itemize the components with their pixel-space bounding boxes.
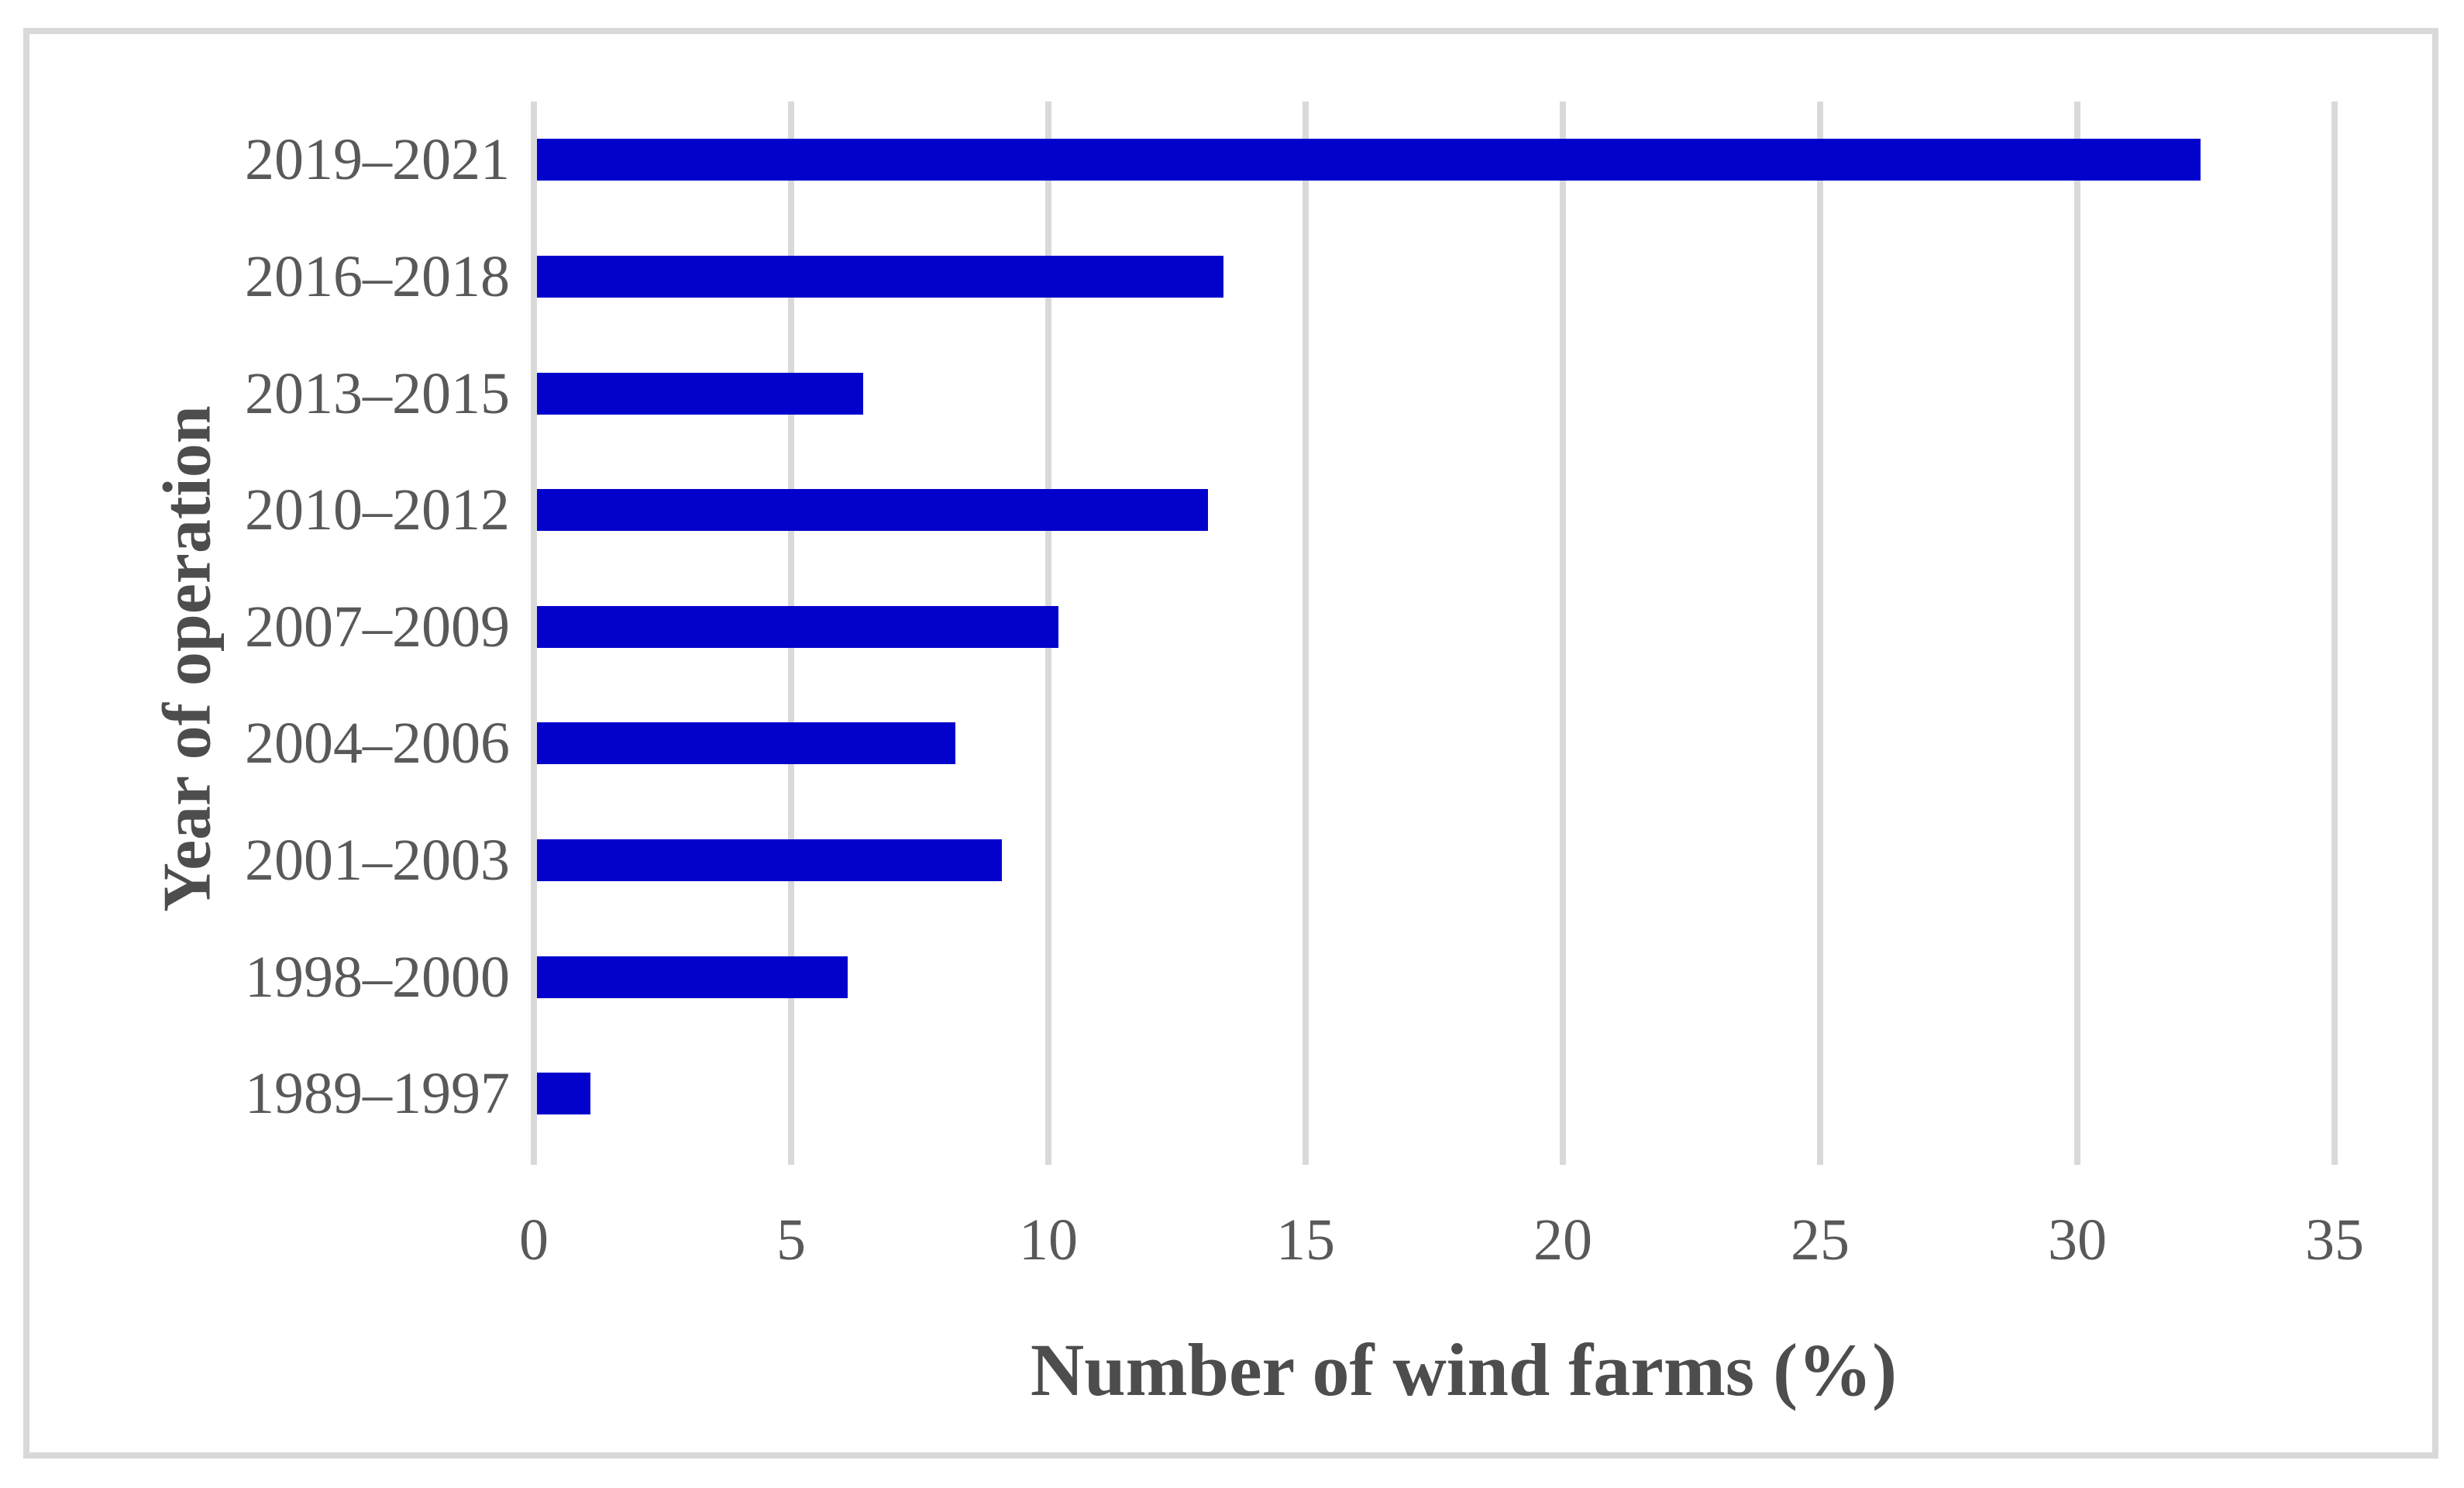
- category-label-2010-2012: 2010–2012: [245, 477, 510, 542]
- category-label-1998-2000: 1998–2000: [245, 945, 510, 1010]
- x-tick-label-15: 15: [1276, 1207, 1335, 1273]
- category-label-2016-2018: 2016–2018: [245, 244, 510, 309]
- gridline-x-35: [2332, 102, 2338, 1165]
- bar-2001-2003: [537, 839, 1002, 881]
- x-tick-label-20: 20: [1533, 1207, 1592, 1273]
- category-label-2019-2021: 2019–2021: [245, 127, 510, 192]
- x-axis-title: Number of wind farms (%): [1030, 1328, 1898, 1411]
- category-label-2007-2009: 2007–2009: [245, 594, 510, 660]
- x-tick-label-10: 10: [1019, 1207, 1078, 1273]
- gridline-x-25: [1817, 102, 1823, 1165]
- bar-2013-2015: [537, 373, 863, 415]
- gridline-x-30: [2074, 102, 2080, 1165]
- bar-2010-2012: [537, 489, 1208, 531]
- bar-2007-2009: [537, 606, 1058, 648]
- bar-2016-2018: [537, 256, 1223, 298]
- category-label-2013-2015: 2013–2015: [245, 361, 510, 426]
- x-tick-label-25: 25: [1791, 1207, 1850, 1273]
- category-label-2001-2003: 2001–2003: [245, 828, 510, 893]
- gridline-x-0: [531, 102, 537, 1165]
- category-label-2004-2006: 2004–2006: [245, 711, 510, 776]
- x-tick-label-30: 30: [2048, 1207, 2107, 1273]
- x-tick-label-0: 0: [519, 1207, 549, 1273]
- bar-2019-2021: [537, 139, 2201, 181]
- bar-1989-1997: [537, 1073, 590, 1114]
- bar-2004-2006: [537, 722, 955, 764]
- gridline-x-20: [1560, 102, 1566, 1165]
- category-label-1989-1997: 1989–1997: [245, 1061, 510, 1126]
- bar-1998-2000: [537, 956, 848, 998]
- x-tick-label-35: 35: [2305, 1207, 2364, 1273]
- x-tick-label-5: 5: [776, 1207, 806, 1273]
- chart-frame: Number of wind farms (%) Year of operati…: [23, 28, 2438, 1459]
- gridline-x-15: [1303, 102, 1309, 1165]
